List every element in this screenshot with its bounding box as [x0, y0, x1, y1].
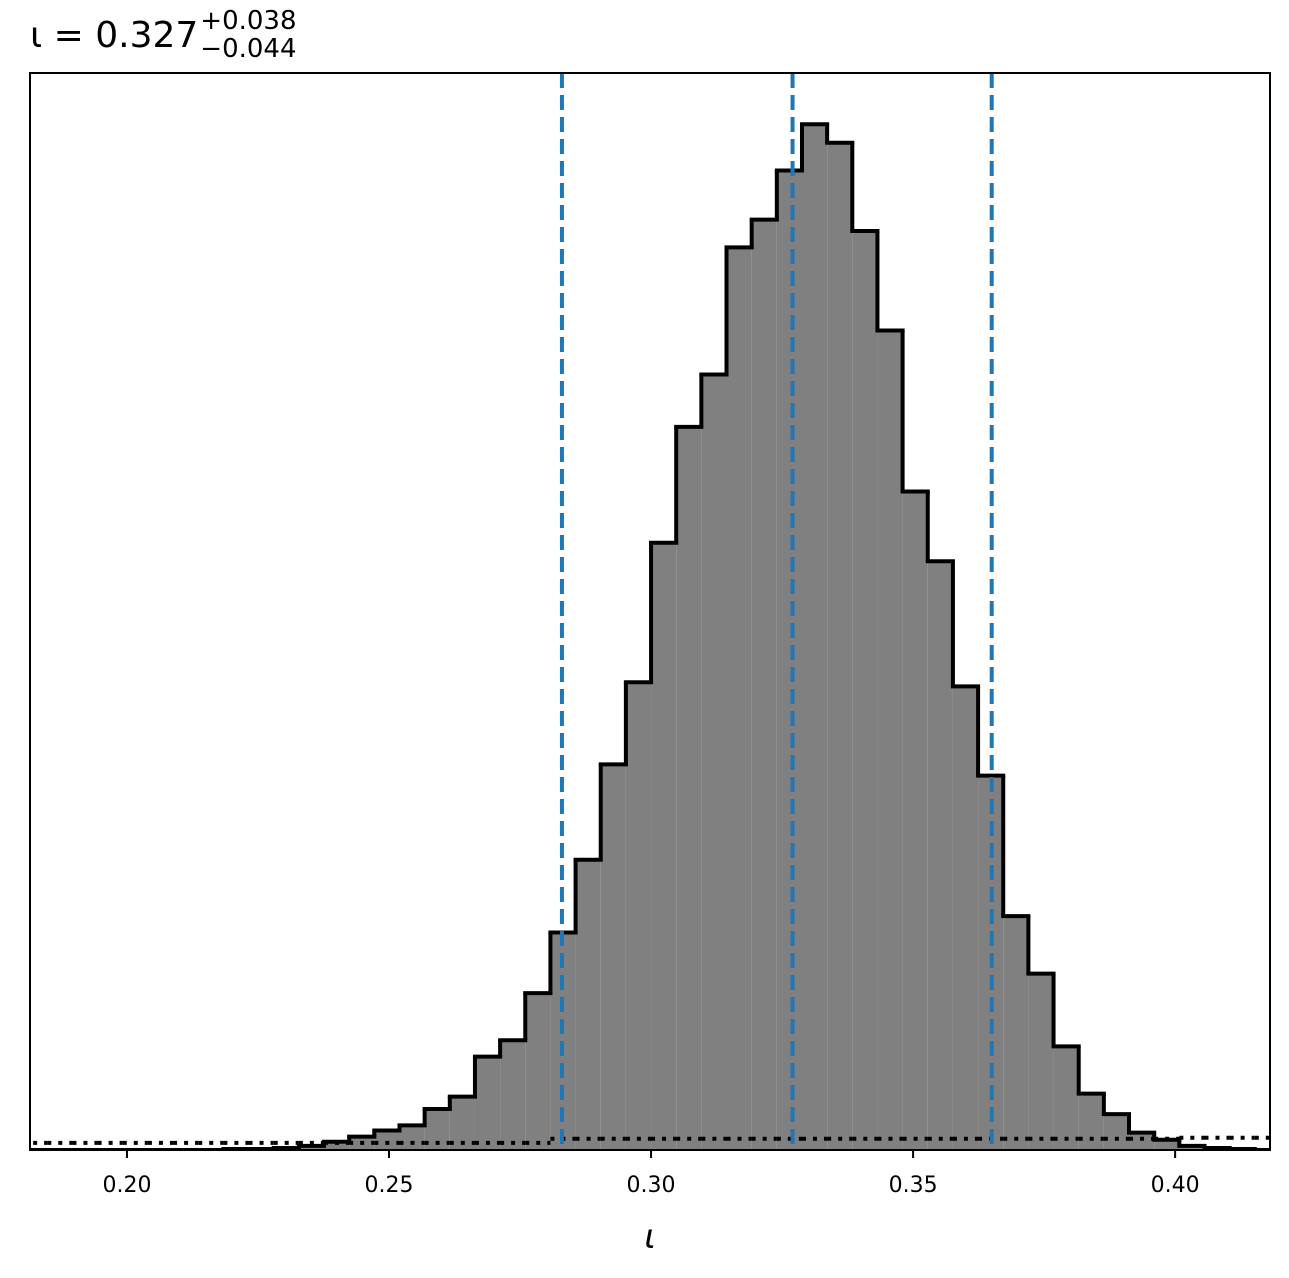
histogram-bar — [298, 1145, 325, 1150]
histogram-bar — [952, 686, 979, 1150]
histogram-bar — [776, 170, 802, 1150]
x-tick-label: 0.30 — [627, 1173, 676, 1198]
histogram-bar — [701, 374, 727, 1150]
histogram-bar — [500, 1040, 526, 1150]
histogram-bar — [1129, 1132, 1155, 1150]
histogram-bar — [1028, 973, 1054, 1150]
x-tick-label: 0.40 — [1151, 1173, 1200, 1198]
title-upper-error: +0.038 — [200, 6, 296, 36]
histogram-bar — [399, 1125, 425, 1150]
histogram-bar — [625, 682, 652, 1150]
histogram-bar — [852, 230, 878, 1150]
axes-frame — [29, 72, 1271, 1151]
histogram-bar — [801, 124, 828, 1150]
histogram-bar — [676, 426, 702, 1150]
histogram-bar — [1003, 916, 1029, 1150]
x-axis-label: ι — [644, 1217, 656, 1257]
chart-title: ι = 0.327 — [30, 15, 198, 56]
histogram-bar — [575, 859, 601, 1150]
histogram-bar — [1078, 1093, 1104, 1150]
histogram-bar — [525, 993, 551, 1150]
histogram-bar — [474, 1056, 501, 1150]
title-lower-error: −0.044 — [200, 34, 296, 64]
histogram-bar — [927, 561, 953, 1150]
histogram-bar — [751, 219, 777, 1150]
x-tick-label: 0.35 — [889, 1173, 938, 1198]
x-tick-label: 0.25 — [365, 1173, 414, 1198]
histogram-bar — [827, 142, 853, 1150]
histogram-bar — [902, 491, 928, 1150]
histogram-bar — [324, 1141, 350, 1150]
histogram-bar — [1154, 1139, 1180, 1150]
plot-area — [30, 73, 1270, 1150]
histogram-bar — [374, 1130, 400, 1150]
histogram-bar — [877, 330, 903, 1150]
histogram-bar — [651, 542, 677, 1150]
histogram-bar — [726, 247, 752, 1150]
x-tick-label: 0.20 — [102, 1173, 151, 1198]
histogram-bar — [600, 764, 626, 1150]
histogram-bar — [1053, 1046, 1079, 1150]
histogram-bar — [1179, 1145, 1205, 1150]
histogram-bar — [1103, 1114, 1130, 1150]
